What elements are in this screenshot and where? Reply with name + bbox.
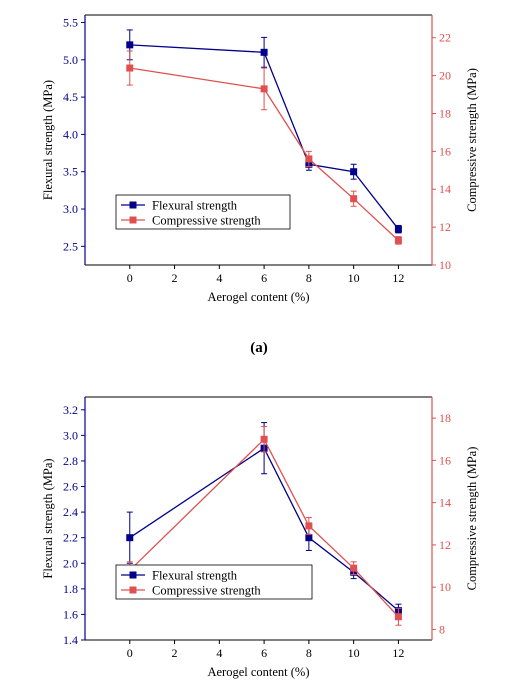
compressive-data-point [260, 435, 268, 443]
legend-swatch-marker [129, 201, 137, 209]
legend-swatch-marker [129, 216, 137, 224]
legend-label: Flexural strength [152, 199, 238, 213]
left-y-tick-label: 3.5 [63, 165, 78, 179]
x-tick-label: 8 [306, 271, 312, 285]
x-tick-label: 2 [172, 271, 178, 285]
left-y-tick-label: 2.8 [63, 454, 78, 468]
left-y-tick-label: 2.0 [63, 556, 78, 570]
left-y-tick-label: 4.5 [63, 90, 78, 104]
flexural-data-point [305, 534, 313, 542]
left-y-tick-label: 3.0 [63, 202, 78, 216]
flexural-data-point [394, 225, 402, 233]
legend-swatch-marker [129, 571, 137, 579]
legend-box [115, 194, 291, 230]
legend-label: Flexural strength [152, 569, 238, 583]
x-tick-label: 12 [392, 646, 404, 660]
x-tick-label: 12 [392, 271, 404, 285]
x-tick-label: 2 [172, 646, 178, 660]
x-tick-label: 0 [127, 646, 133, 660]
right-y-tick-label: 10 [439, 258, 451, 272]
x-tick-label: 0 [127, 271, 133, 285]
left-y-tick-label: 2.6 [63, 480, 78, 494]
x-tick-label: 4 [216, 646, 222, 660]
right-y-tick-label: 18 [439, 106, 451, 120]
left-y-tick-label: 1.8 [63, 582, 78, 596]
flexural-data-point [260, 48, 268, 56]
x-axis-title: Aerogel content (%) [207, 665, 309, 679]
compressive-data-point [260, 85, 268, 93]
compressive-data-point [350, 564, 358, 572]
legend-box [115, 564, 313, 600]
left-y-tick-label: 1.6 [63, 607, 78, 621]
right-y-tick-label: 14 [439, 496, 451, 510]
x-tick-label: 10 [348, 271, 360, 285]
left-y-tick-label: 1.4 [63, 633, 78, 647]
right-axis-title: Compressive strength (MPa) [465, 68, 479, 212]
left-y-tick-label: 2.4 [63, 505, 78, 519]
x-tick-label: 10 [348, 646, 360, 660]
right-y-tick-label: 22 [439, 31, 451, 45]
right-y-tick-label: 12 [439, 220, 451, 234]
left-y-tick-label: 2.2 [63, 531, 78, 545]
right-y-tick-label: 16 [439, 144, 451, 158]
left-axis-title: Flexural strength (MPa) [41, 458, 55, 578]
x-tick-label: 4 [216, 271, 222, 285]
right-y-tick-label: 16 [439, 453, 451, 467]
flexural-data-point [126, 41, 134, 49]
right-y-tick-label: 20 [439, 69, 451, 83]
x-tick-label: 6 [261, 646, 267, 660]
chart-a: 0 2 4 6 8 10 12 2.5 3.0 3.5 4.0 4.5 5.0 5.5 10 12 14 16 18… [41, 14, 479, 304]
compressive-data-point [394, 236, 402, 244]
left-y-tick-label: 3.0 [63, 428, 78, 442]
right-y-tick-label: 18 [439, 411, 451, 425]
compressive-data-point [305, 155, 313, 163]
chart-b: 0 2 4 6 8 10 12 1.4 1.6 1.8 2.0 2.2 2.4 2.6 2.8 3.0 3.2 8… [41, 396, 479, 679]
x-axis-title: Aerogel content (%) [207, 290, 309, 304]
legend-swatch-marker [129, 586, 137, 594]
right-y-tick-label: 14 [439, 182, 451, 196]
right-axis-title: Compressive strength (MPa) [465, 447, 479, 591]
left-axis-title: Flexural strength (MPa) [41, 80, 55, 200]
flexural-data-point [350, 168, 358, 176]
right-y-tick-label: 8 [439, 622, 445, 636]
left-y-tick-label: 5.5 [63, 15, 78, 29]
legend-label: Compressive strength [152, 214, 261, 228]
compressive-data-point [305, 522, 313, 530]
x-tick-label: 8 [306, 646, 312, 660]
compressive-data-point [126, 64, 134, 72]
x-tick-label: 6 [261, 271, 267, 285]
compressive-data-point [350, 195, 358, 203]
panel-label-a: (a) [250, 340, 268, 356]
left-y-tick-label: 4.0 [63, 127, 78, 141]
right-y-tick-label: 10 [439, 580, 451, 594]
compressive-data-point [394, 613, 402, 621]
right-y-tick-label: 12 [439, 538, 451, 552]
left-y-tick-label: 5.0 [63, 53, 78, 67]
left-y-tick-label: 3.2 [63, 403, 78, 417]
left-y-tick-label: 2.5 [63, 239, 78, 253]
legend-label: Compressive strength [152, 584, 261, 598]
flexural-data-point [126, 534, 134, 542]
